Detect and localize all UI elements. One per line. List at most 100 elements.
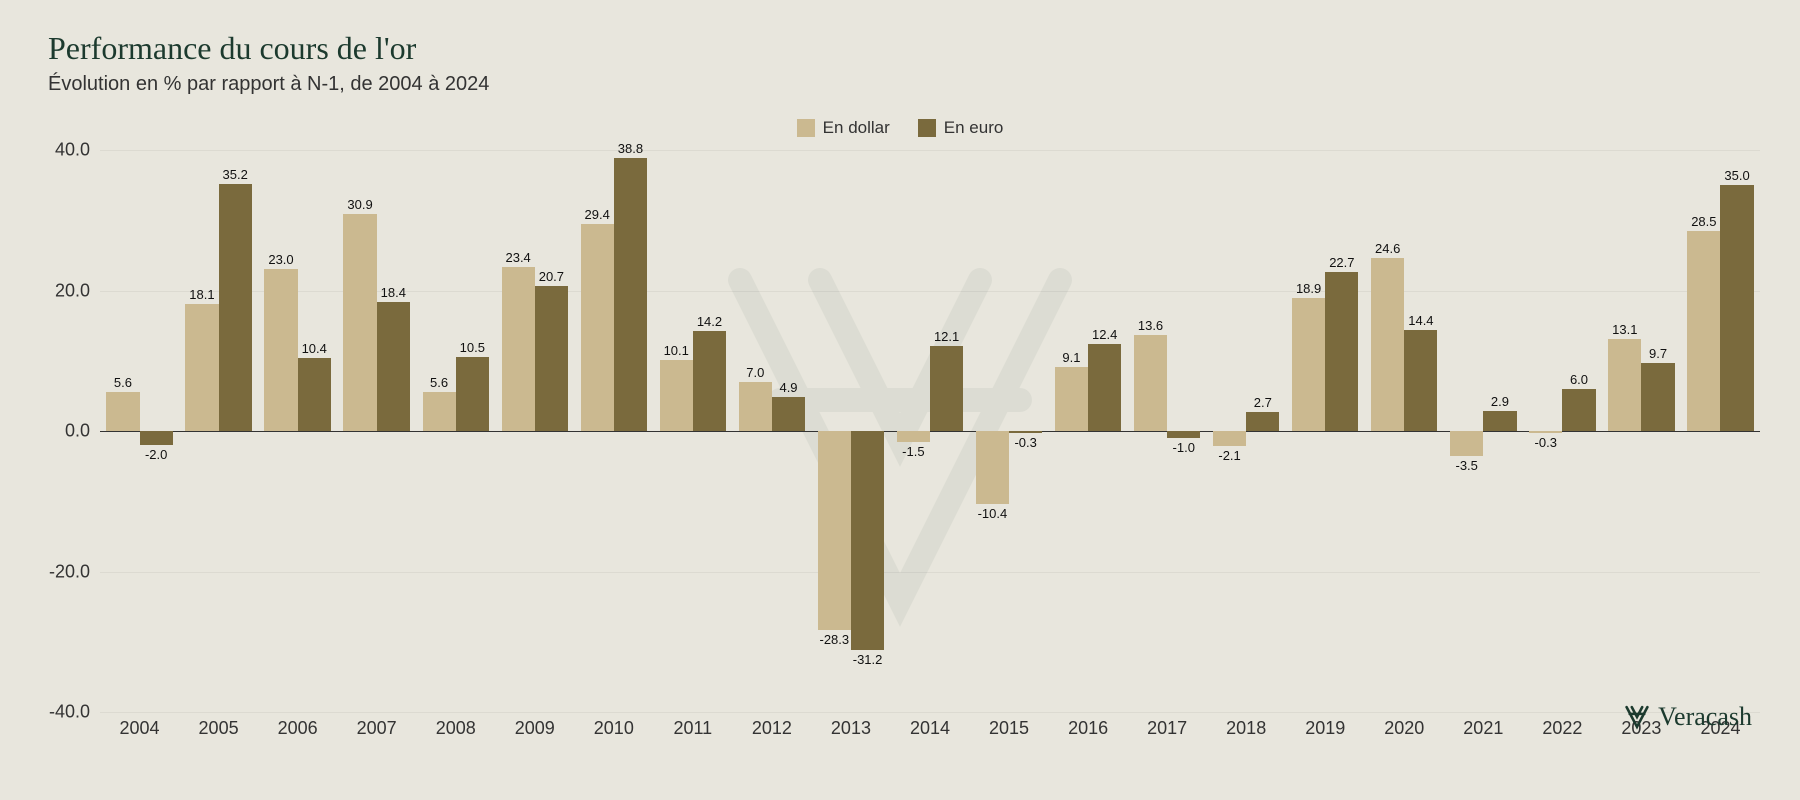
legend-item-1: En euro	[918, 118, 1004, 138]
bar-value-label: -3.5	[1450, 458, 1483, 473]
category-column: 23.010.4	[258, 150, 337, 712]
bar-value-label: 18.4	[377, 285, 410, 300]
x-tick-label: 2011	[653, 712, 732, 740]
category-column: 7.04.9	[732, 150, 811, 712]
bar-value-label: -1.0	[1167, 440, 1200, 455]
bar-value-label: 2.9	[1483, 394, 1516, 409]
category-column: 29.438.8	[574, 150, 653, 712]
bar: 12.1	[930, 346, 963, 431]
bar-value-label: 35.2	[219, 167, 252, 182]
bar-value-label: -10.4	[976, 506, 1009, 521]
x-tick-label: 2019	[1286, 712, 1365, 740]
bar: 35.2	[219, 184, 252, 431]
bar: 9.1	[1055, 367, 1088, 431]
legend-label: En euro	[944, 118, 1004, 138]
bar: 38.8	[614, 158, 647, 431]
category-column: -3.52.9	[1444, 150, 1523, 712]
bar: 14.2	[693, 331, 726, 431]
y-tick-label: 20.0	[30, 280, 90, 301]
bar-value-label: 5.6	[106, 375, 139, 390]
bar-value-label: 4.9	[772, 380, 805, 395]
x-axis: 2004200520062007200820092010201120122013…	[100, 712, 1760, 740]
bar-value-label: 18.9	[1292, 281, 1325, 296]
x-tick-label: 2007	[337, 712, 416, 740]
bar: -1.0	[1167, 431, 1200, 438]
bar-value-label: 13.6	[1134, 318, 1167, 333]
bar-value-label: 22.7	[1325, 255, 1358, 270]
bar: -3.5	[1450, 431, 1483, 456]
bar: 24.6	[1371, 258, 1404, 431]
bar-value-label: 14.2	[693, 314, 726, 329]
bar-value-label: 7.0	[739, 365, 772, 380]
bar-value-label: 28.5	[1687, 214, 1720, 229]
bar-value-label: 24.6	[1371, 241, 1404, 256]
brand-text: Veracash	[1658, 702, 1752, 732]
bar: 29.4	[581, 224, 614, 431]
bar: 5.6	[423, 392, 456, 431]
brand-logo-icon	[1624, 704, 1650, 730]
bar-value-label: 10.5	[456, 340, 489, 355]
bar-value-label: -28.3	[818, 632, 851, 647]
y-tick-label: -40.0	[30, 702, 90, 723]
category-column: 24.614.4	[1365, 150, 1444, 712]
bar-value-label: 20.7	[535, 269, 568, 284]
bar: 28.5	[1687, 231, 1720, 431]
bar: 14.4	[1404, 330, 1437, 431]
bar-value-label: -1.5	[897, 444, 930, 459]
bar: 18.4	[377, 302, 410, 431]
bar-value-label: -2.1	[1213, 448, 1246, 463]
bar-value-label: 38.8	[614, 141, 647, 156]
category-column: -2.12.7	[1207, 150, 1286, 712]
bar-value-label: 29.4	[581, 207, 614, 222]
bar-value-label: -31.2	[851, 652, 884, 667]
bar: -2.0	[140, 431, 173, 445]
category-column: 13.6-1.0	[1128, 150, 1207, 712]
bar: 2.9	[1483, 411, 1516, 431]
bar: -10.4	[976, 431, 1009, 504]
brand-label: Veracash	[1624, 702, 1752, 732]
chart-subtitle: Évolution en % par rapport à N-1, de 200…	[48, 73, 1752, 96]
bar-value-label: 6.0	[1562, 372, 1595, 387]
category-column: -28.3-31.2	[811, 150, 890, 712]
category-column: 5.610.5	[416, 150, 495, 712]
bar-value-label: -2.0	[140, 447, 173, 462]
bar: -0.3	[1529, 431, 1562, 433]
bar: 13.6	[1134, 335, 1167, 431]
chart-area: -40.0-20.00.020.040.05.6-2.018.135.223.0…	[100, 150, 1760, 740]
category-column: -10.4-0.3	[970, 150, 1049, 712]
category-column: 30.918.4	[337, 150, 416, 712]
x-tick-label: 2010	[574, 712, 653, 740]
bar-value-label: 9.7	[1641, 346, 1674, 361]
category-column: 28.5 35.0	[1681, 150, 1760, 712]
bar-value-label: 2.7	[1246, 395, 1279, 410]
bar-value-label: 12.4	[1088, 327, 1121, 342]
bar: 20.7	[535, 286, 568, 431]
x-tick-label: 2013	[811, 712, 890, 740]
x-tick-label: 2020	[1365, 712, 1444, 740]
bar-value-label: 23.0	[264, 252, 297, 267]
x-tick-label: 2012	[732, 712, 811, 740]
bar: -1.5	[897, 431, 930, 442]
legend-swatch	[797, 119, 815, 137]
bar-value-label: 23.4	[502, 250, 535, 265]
bar-value-label: 35.0	[1720, 168, 1753, 183]
legend-label: En dollar	[823, 118, 890, 138]
bar: 2.7	[1246, 412, 1279, 431]
bar: 23.0	[264, 269, 297, 431]
x-tick-label: 2018	[1207, 712, 1286, 740]
x-tick-label: 2021	[1444, 712, 1523, 740]
category-column: 18.922.7	[1286, 150, 1365, 712]
y-tick-label: -20.0	[30, 561, 90, 582]
category-column: 10.114.2	[653, 150, 732, 712]
bar: 9.7	[1641, 363, 1674, 431]
category-column: 18.135.2	[179, 150, 258, 712]
bar-value-label: 14.4	[1404, 313, 1437, 328]
bar: 10.5	[456, 357, 489, 431]
bar: 12.4	[1088, 344, 1121, 431]
x-tick-label: 2004	[100, 712, 179, 740]
x-tick-label: 2015	[970, 712, 1049, 740]
bar: -2.1	[1213, 431, 1246, 446]
y-tick-label: 40.0	[30, 140, 90, 161]
category-column: 13.19.7	[1602, 150, 1681, 712]
bar: -28.3	[818, 431, 851, 630]
